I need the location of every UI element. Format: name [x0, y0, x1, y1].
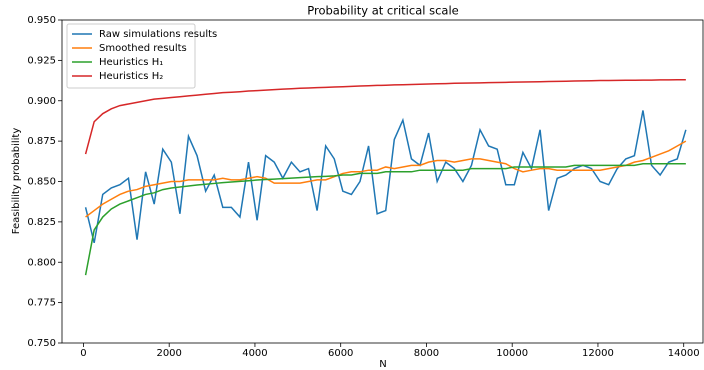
chart-title: Probability at critical scale [307, 4, 458, 18]
x-tick-label: 10000 [496, 348, 528, 359]
legend-label: Heuristics H₁ [99, 57, 163, 68]
y-tick-label: 0.950 [27, 15, 56, 26]
x-axis-label: N [379, 359, 386, 370]
x-tick-label: 14000 [668, 348, 700, 359]
x-tick-label: 2000 [156, 348, 181, 359]
y-tick-label: 0.800 [27, 257, 56, 268]
series-line [84, 79, 686, 155]
x-tick-label: 6000 [328, 348, 353, 359]
plot-frame [61, 19, 704, 344]
y-tick-label: 0.775 [27, 298, 56, 309]
y-tick-label: 0.750 [27, 338, 56, 349]
legend-box [66, 23, 196, 89]
series-line [84, 110, 687, 244]
legend-label: Smoothed results [99, 43, 187, 54]
x-tick-label: 4000 [242, 348, 267, 359]
series-line [85, 140, 687, 218]
series-line [84, 162, 686, 276]
y-tick-label: 0.875 [27, 136, 56, 147]
y-tick-label: 0.825 [27, 217, 56, 228]
x-tick-label: 8000 [414, 348, 439, 359]
y-tick-label: 0.850 [27, 177, 56, 188]
legend-label: Heuristics H₂ [99, 71, 163, 82]
y-axis-label: Feasibility probability [11, 128, 22, 235]
y-tick-label: 0.925 [27, 55, 56, 66]
x-tick-label: 12000 [582, 348, 614, 359]
legend-label: Raw simulations results [99, 29, 217, 40]
x-tick-label: 0 [80, 348, 86, 359]
y-tick-label: 0.900 [27, 96, 56, 107]
